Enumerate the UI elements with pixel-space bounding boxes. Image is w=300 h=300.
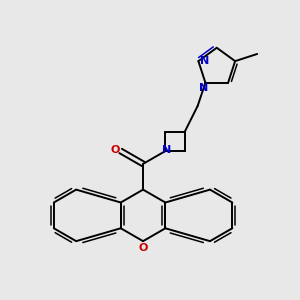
Text: N: N (162, 145, 171, 155)
Text: N: N (199, 83, 208, 93)
Text: O: O (110, 145, 119, 155)
Text: N: N (200, 56, 209, 66)
Text: O: O (138, 243, 148, 253)
